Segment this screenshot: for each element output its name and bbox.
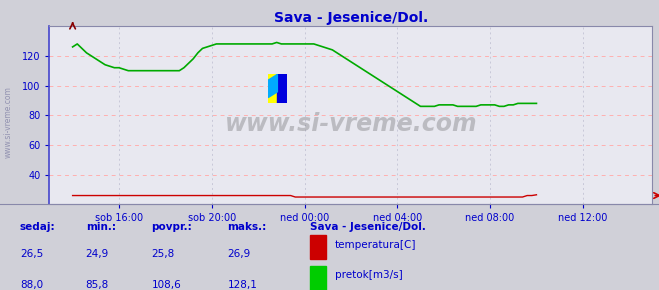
Text: temperatura[C]: temperatura[C] (335, 240, 416, 250)
Bar (310, 235, 326, 259)
Text: 128,1: 128,1 (227, 280, 257, 290)
Bar (268, 75, 277, 104)
Text: sedaj:: sedaj: (20, 222, 55, 231)
Text: 85,8: 85,8 (86, 280, 109, 290)
Text: 88,0: 88,0 (20, 280, 43, 290)
Text: 26,9: 26,9 (227, 249, 250, 259)
Text: povpr.:: povpr.: (152, 222, 192, 231)
Text: pretok[m3/s]: pretok[m3/s] (335, 271, 403, 280)
Text: 26,5: 26,5 (20, 249, 43, 259)
Text: www.si-vreme.com: www.si-vreme.com (225, 112, 477, 136)
Bar (310, 266, 326, 290)
Text: min.:: min.: (86, 222, 116, 231)
Bar (277, 75, 287, 104)
Text: Sava - Jesenice/Dol.: Sava - Jesenice/Dol. (310, 222, 426, 231)
Text: 108,6: 108,6 (152, 280, 181, 290)
Text: maks.:: maks.: (227, 222, 267, 231)
Text: 24,9: 24,9 (86, 249, 109, 259)
Polygon shape (268, 75, 277, 97)
Text: www.si-vreme.com: www.si-vreme.com (3, 86, 13, 158)
Title: Sava - Jesenice/Dol.: Sava - Jesenice/Dol. (273, 11, 428, 25)
Text: 25,8: 25,8 (152, 249, 175, 259)
